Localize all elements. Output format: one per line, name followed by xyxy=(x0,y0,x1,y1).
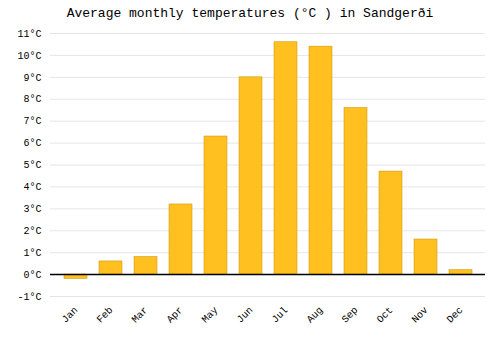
svg-text:Feb: Feb xyxy=(95,305,116,326)
html-text:Average monthly temperatures (: Average monthly temperatures (°C ) in Sa… xyxy=(66,6,434,21)
svg-text:7°C: 7°C xyxy=(23,116,41,127)
svg-text:Oct: Oct xyxy=(375,305,396,326)
svg-text:Sep: Sep xyxy=(340,305,361,326)
svg-text:10°C: 10°C xyxy=(17,51,41,62)
svg-text:Jan: Jan xyxy=(60,305,81,326)
svg-text:Aug: Aug xyxy=(305,305,326,326)
svg-text:Mar: Mar xyxy=(130,305,151,326)
svg-text:1°C: 1°C xyxy=(23,248,41,259)
svg-text:6°C: 6°C xyxy=(23,138,41,149)
svg-text:Jun: Jun xyxy=(235,305,256,326)
svg-text:-1°C: -1°C xyxy=(17,292,41,303)
svg-text:11°C: 11°C xyxy=(17,29,41,40)
svg-text:5°C: 5°C xyxy=(23,160,41,171)
svg-text:Dec: Dec xyxy=(445,305,466,326)
svg-text:2°C: 2°C xyxy=(23,226,41,237)
svg-text:Nov: Nov xyxy=(410,305,431,326)
svg-text:4°C: 4°C xyxy=(23,182,41,193)
svg-text:3°C: 3°C xyxy=(23,204,41,215)
svg-text:Jul: Jul xyxy=(270,305,291,326)
svg-text:May: May xyxy=(200,305,221,326)
svg-text:Apr: Apr xyxy=(165,305,186,326)
svg-text:8°C: 8°C xyxy=(23,94,41,105)
svg-text:9°C: 9°C xyxy=(23,73,41,84)
svg-text:0°C: 0°C xyxy=(23,270,41,281)
